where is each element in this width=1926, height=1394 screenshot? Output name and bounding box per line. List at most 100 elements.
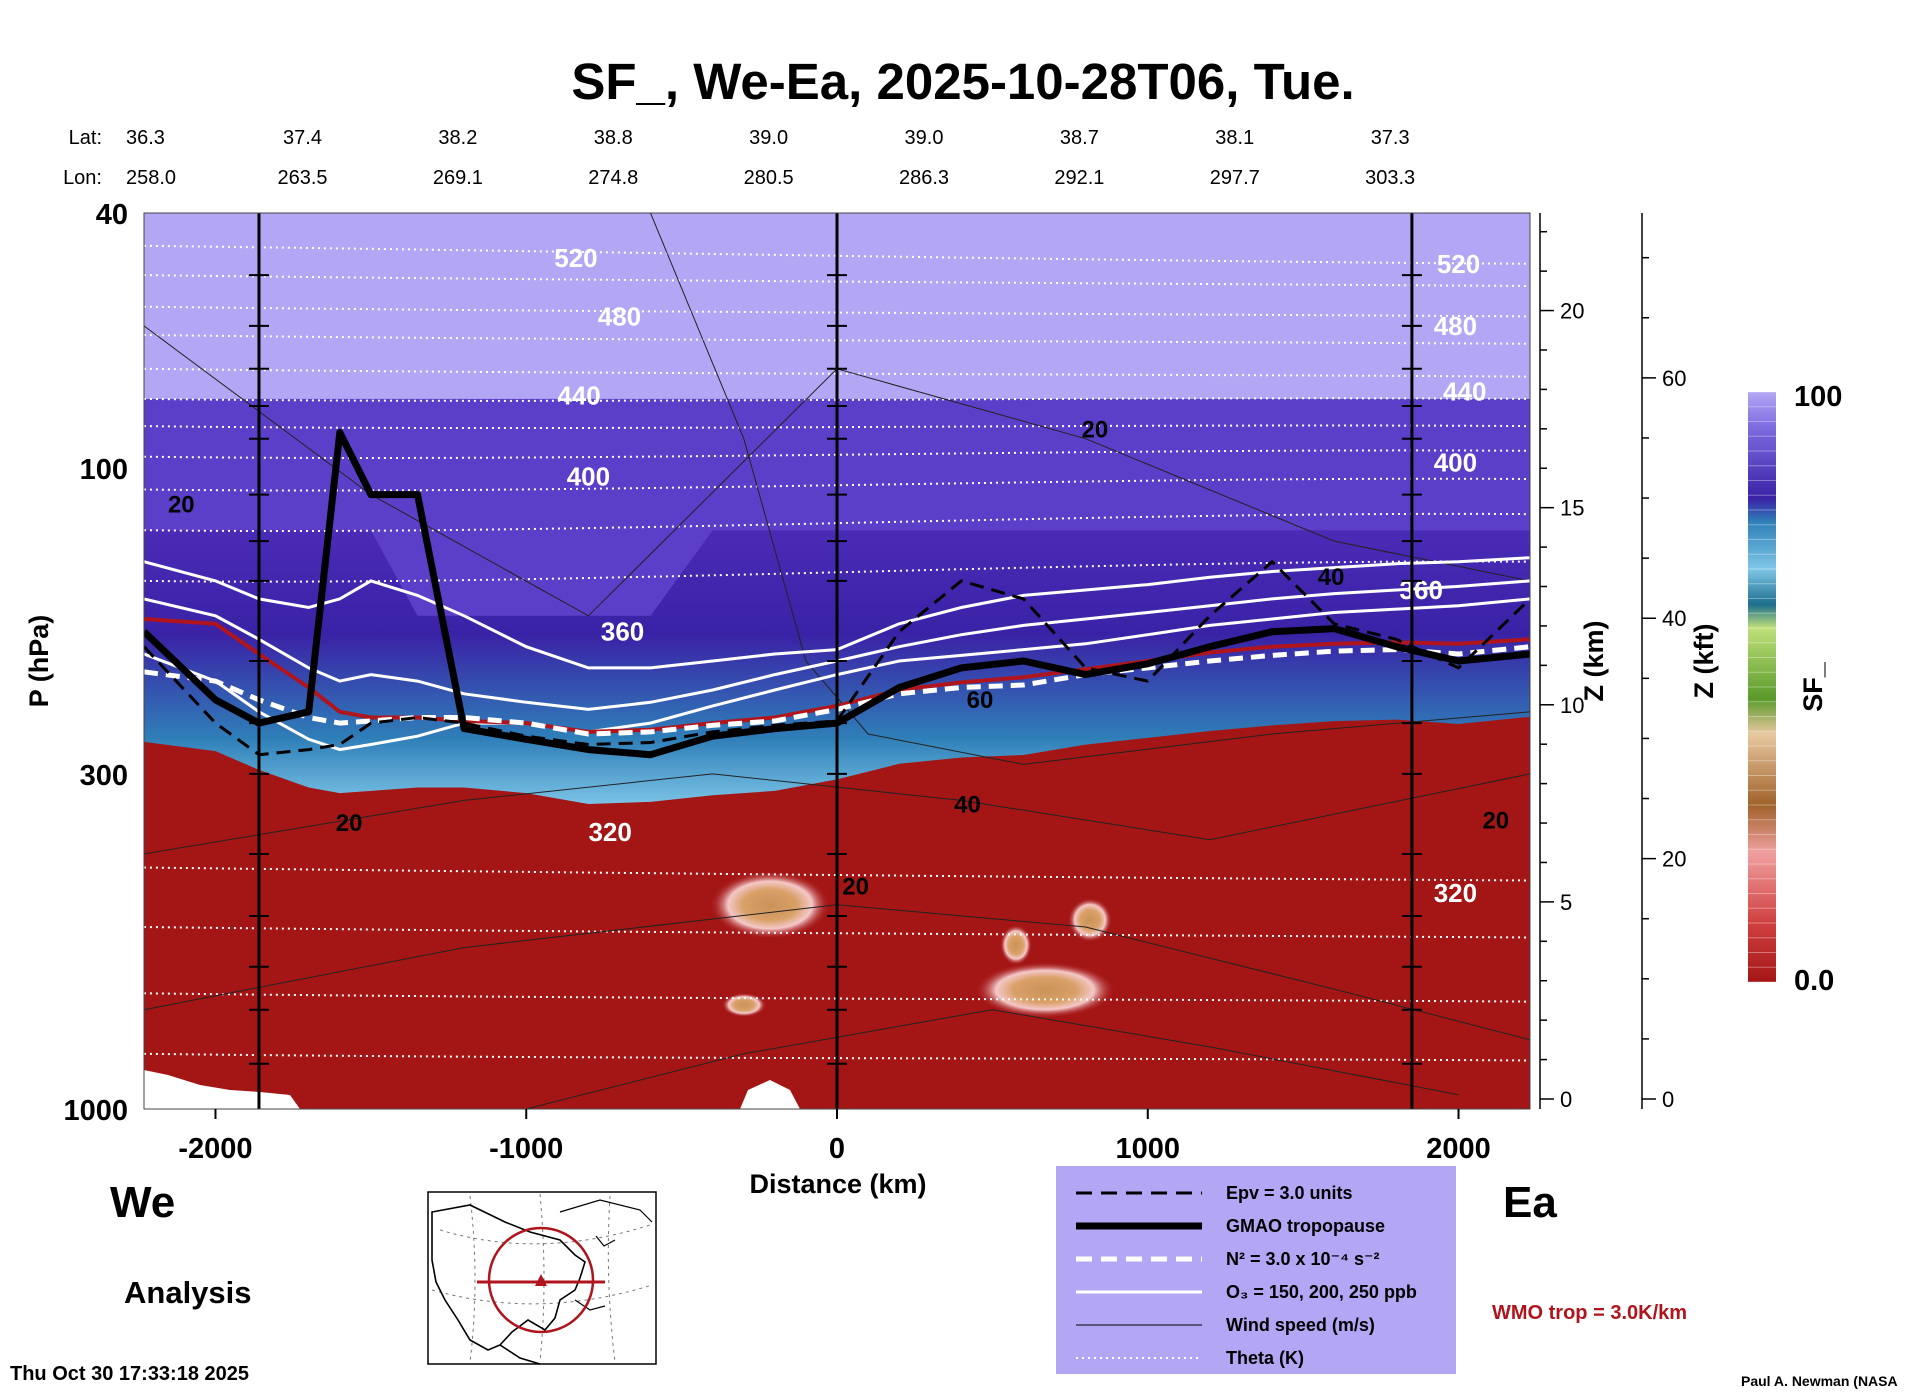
wind-label: 40: [1318, 564, 1345, 591]
legend-label: N² = 3.0 x 10⁻⁴ s⁻²: [1226, 1249, 1379, 1269]
theta-label: 520: [554, 243, 597, 273]
lon-value: 292.1: [1054, 167, 1104, 189]
wind-label: 20: [842, 874, 869, 901]
x-tick-label: 1000: [1116, 1133, 1181, 1165]
lat-value: 38.7: [1060, 127, 1099, 149]
theta-contour: [144, 992, 1530, 1003]
lat-value: 37.4: [283, 127, 322, 149]
theta-label: 440: [557, 380, 600, 410]
lon-value: 274.8: [588, 167, 638, 189]
plot-area: 5204804404003603205204804404003603202020…: [144, 213, 1530, 1109]
z-kft-tick-label: 20: [1662, 847, 1686, 872]
theta-contour: [144, 274, 1530, 287]
colorbar-ticks: [1748, 391, 1776, 983]
x-tick-label: 0: [829, 1133, 845, 1165]
y-tick-label: 40: [96, 199, 128, 231]
theta-label: 400: [1434, 447, 1477, 477]
inset-map: [427, 1191, 657, 1365]
series-line: [144, 617, 1530, 734]
colorbar-label: SF_: [1798, 661, 1828, 712]
surface-mask: [144, 1070, 300, 1109]
map-coastlines: [431, 1204, 586, 1365]
wind-label: 20: [336, 810, 363, 837]
analysis-label: Analysis: [124, 1275, 252, 1310]
pressure-axis: 40 100 300 1000: [63, 199, 128, 1127]
timestamp: Thu Oct 30 17:33:18 2025: [10, 1363, 249, 1385]
ozone-contours: [144, 556, 1530, 752]
theta-label: 400: [567, 461, 610, 491]
map-domain-circle: [487, 1226, 595, 1334]
contour-labels: 5204804404003603205204804404003603202020…: [168, 243, 1509, 908]
series-line: [144, 644, 1530, 737]
wind-contour: [144, 904, 1530, 1041]
z-km-tick-label: 20: [1560, 299, 1584, 324]
lon-value: 269.1: [433, 167, 483, 189]
z-km-tick-label: 15: [1560, 496, 1584, 521]
theta-label: 360: [601, 617, 644, 647]
theta-label: 480: [1434, 311, 1477, 341]
theta-label: 480: [598, 301, 641, 331]
theta-contour: [144, 367, 1530, 378]
z-km-label: Z (km): [1579, 621, 1609, 702]
z-kft-axis: 0 20 40 60: [1641, 213, 1686, 1112]
vertical-markers: [248, 213, 1422, 1109]
lon-value: 263.5: [277, 167, 327, 189]
y-tick-label: 1000: [63, 1095, 128, 1127]
legend: Epv = 3.0 units GMAO tropopause N² = 3.0 x…: [1076, 1183, 1417, 1368]
distance-axis: -2000 -1000 0 1000 2000: [178, 1109, 1491, 1165]
theta-contour: [144, 926, 1530, 939]
lon-value: 280.5: [744, 167, 794, 189]
wind-contour: [650, 213, 1530, 765]
z-kft-label: Z (kft): [1689, 624, 1719, 699]
colorbar: [1748, 392, 1776, 982]
legend-label: Theta (K): [1226, 1348, 1304, 1368]
wind-contour: [526, 1009, 1459, 1109]
tropopause-lines: [144, 429, 1530, 759]
wind-label: 60: [967, 687, 994, 714]
legend-box: [1056, 1166, 1456, 1374]
author-credit: Paul A. Newman (NASA: [1741, 1373, 1898, 1389]
lat-value: 38.1: [1215, 127, 1254, 149]
surface-mask-2: [740, 1080, 800, 1109]
theta-contour: [144, 334, 1530, 345]
theta-contour: [144, 305, 1530, 318]
lat-value: 38.8: [594, 127, 633, 149]
theta-contour: [144, 424, 1530, 430]
map-inlands: [559, 1199, 653, 1311]
y-axis-label: P (hPa): [24, 615, 54, 708]
ozone-contour: [144, 579, 1530, 711]
z-km-axis: 0 5 10 15 20: [1539, 213, 1584, 1112]
series-line: [144, 429, 1530, 759]
low-sf-blob-1: [710, 871, 830, 939]
low-sf-blob-5: [722, 993, 766, 1017]
low-sf-blob-4: [1000, 925, 1032, 965]
theta-contours: [144, 244, 1530, 1062]
theta-contour: [144, 1052, 1530, 1062]
x-axis-label: Distance (km): [749, 1169, 926, 1199]
legend-label: Epv = 3.0 units: [1226, 1183, 1353, 1203]
wind-label: 40: [954, 792, 981, 819]
theta-contour: [144, 477, 1530, 492]
ozone-contour: [144, 556, 1530, 670]
right-region-label: Ea: [1503, 1178, 1557, 1227]
lat-value: 39.0: [749, 127, 788, 149]
lon-value: 286.3: [899, 167, 949, 189]
legend-label: GMAO tropopause: [1226, 1216, 1385, 1236]
chart-title: SF_, We-Ea, 2025-10-28T06, Tue.: [571, 53, 1354, 110]
z-kft-tick-label: 60: [1662, 366, 1686, 391]
latlon-values: 36.3 258.0 37.4 263.5 38.2 269.1 38.8 274.8 39.0…: [126, 127, 1415, 189]
x-tick-label: -1000: [489, 1133, 563, 1165]
low-sf-blob-2: [975, 962, 1115, 1018]
ozone-contour: [144, 597, 1530, 752]
z-km-tick-label: 10: [1560, 693, 1584, 718]
theta-label: 520: [1437, 249, 1480, 279]
theta-label: 440: [1443, 377, 1486, 407]
legend-label: Wind speed (m/s): [1226, 1315, 1375, 1335]
theta-contour: [144, 397, 1530, 402]
lon-value: 297.7: [1210, 167, 1260, 189]
map-center-marker: [535, 1274, 547, 1286]
wind-label: 20: [1082, 416, 1109, 443]
colorbar-max-label: 100: [1794, 381, 1842, 413]
lat-value: 36.3: [126, 127, 165, 149]
